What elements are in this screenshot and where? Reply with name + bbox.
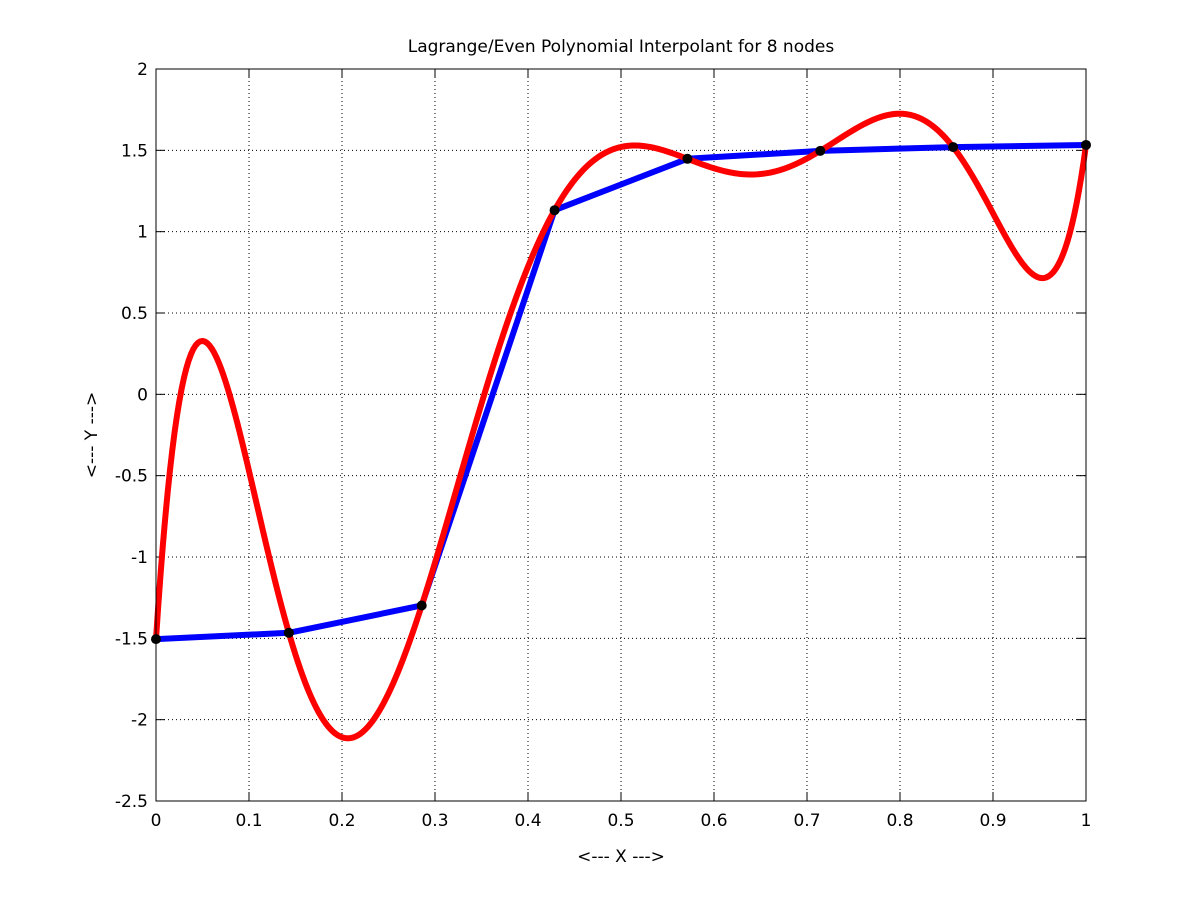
x-tick-label: 1 — [1081, 811, 1092, 831]
y-tick-label: -1 — [131, 548, 148, 568]
y-tick-label: 1.5 — [121, 141, 148, 161]
x-tick-label: 0.7 — [793, 811, 820, 831]
series-line-polynomial — [153, 110, 1089, 742]
node-point — [283, 627, 294, 638]
x-tick-label: 0.6 — [700, 811, 727, 831]
axes-frame — [155, 68, 1087, 802]
x-tick-label: 0.8 — [886, 811, 913, 831]
grid-lines — [156, 69, 1086, 801]
x-tick-labels: 0 0.1 0.2 0.3 0.4 0.5 0.6 0.7 0.8 0.9 1 — [151, 811, 1092, 831]
x-tick-label: 0.4 — [514, 811, 541, 831]
node-point — [815, 145, 826, 156]
y-tick-label: -1.5 — [115, 629, 148, 649]
series-line-piecewise — [153, 141, 1089, 643]
x-tick-label: 0.9 — [979, 811, 1006, 831]
y-tick-label: -2.5 — [115, 792, 148, 812]
x-tick-label: 0.5 — [607, 811, 634, 831]
node-point — [549, 205, 560, 216]
x-axis-label: <--- X ---> — [577, 847, 665, 867]
node-point — [948, 142, 959, 153]
y-tick-label: -0.5 — [115, 467, 148, 487]
y-tick-label: 0 — [137, 385, 148, 405]
x-tick-label: 0.2 — [328, 811, 355, 831]
y-axis-label: <--- Y ---> — [82, 392, 102, 479]
plot-area — [156, 69, 1086, 801]
node-point — [416, 600, 427, 611]
y-tick-label: 1 — [137, 223, 148, 243]
chart-title: Lagrange/Even Polynomial Interpolant for… — [408, 37, 835, 57]
node-point — [682, 153, 693, 164]
y-tick-label: -2 — [131, 711, 148, 731]
series-layer — [153, 110, 1089, 742]
x-tick-label: 0.3 — [421, 811, 448, 831]
y-tick-label: 0.5 — [121, 304, 148, 324]
x-tick-label: 0.1 — [235, 811, 262, 831]
x-tick-label: 0 — [151, 811, 162, 831]
y-tick-label: 2 — [137, 60, 148, 80]
y-tick-labels: -2.5 -2 -1.5 -1 -0.5 0 0.5 1 1.5 2 — [115, 60, 148, 812]
